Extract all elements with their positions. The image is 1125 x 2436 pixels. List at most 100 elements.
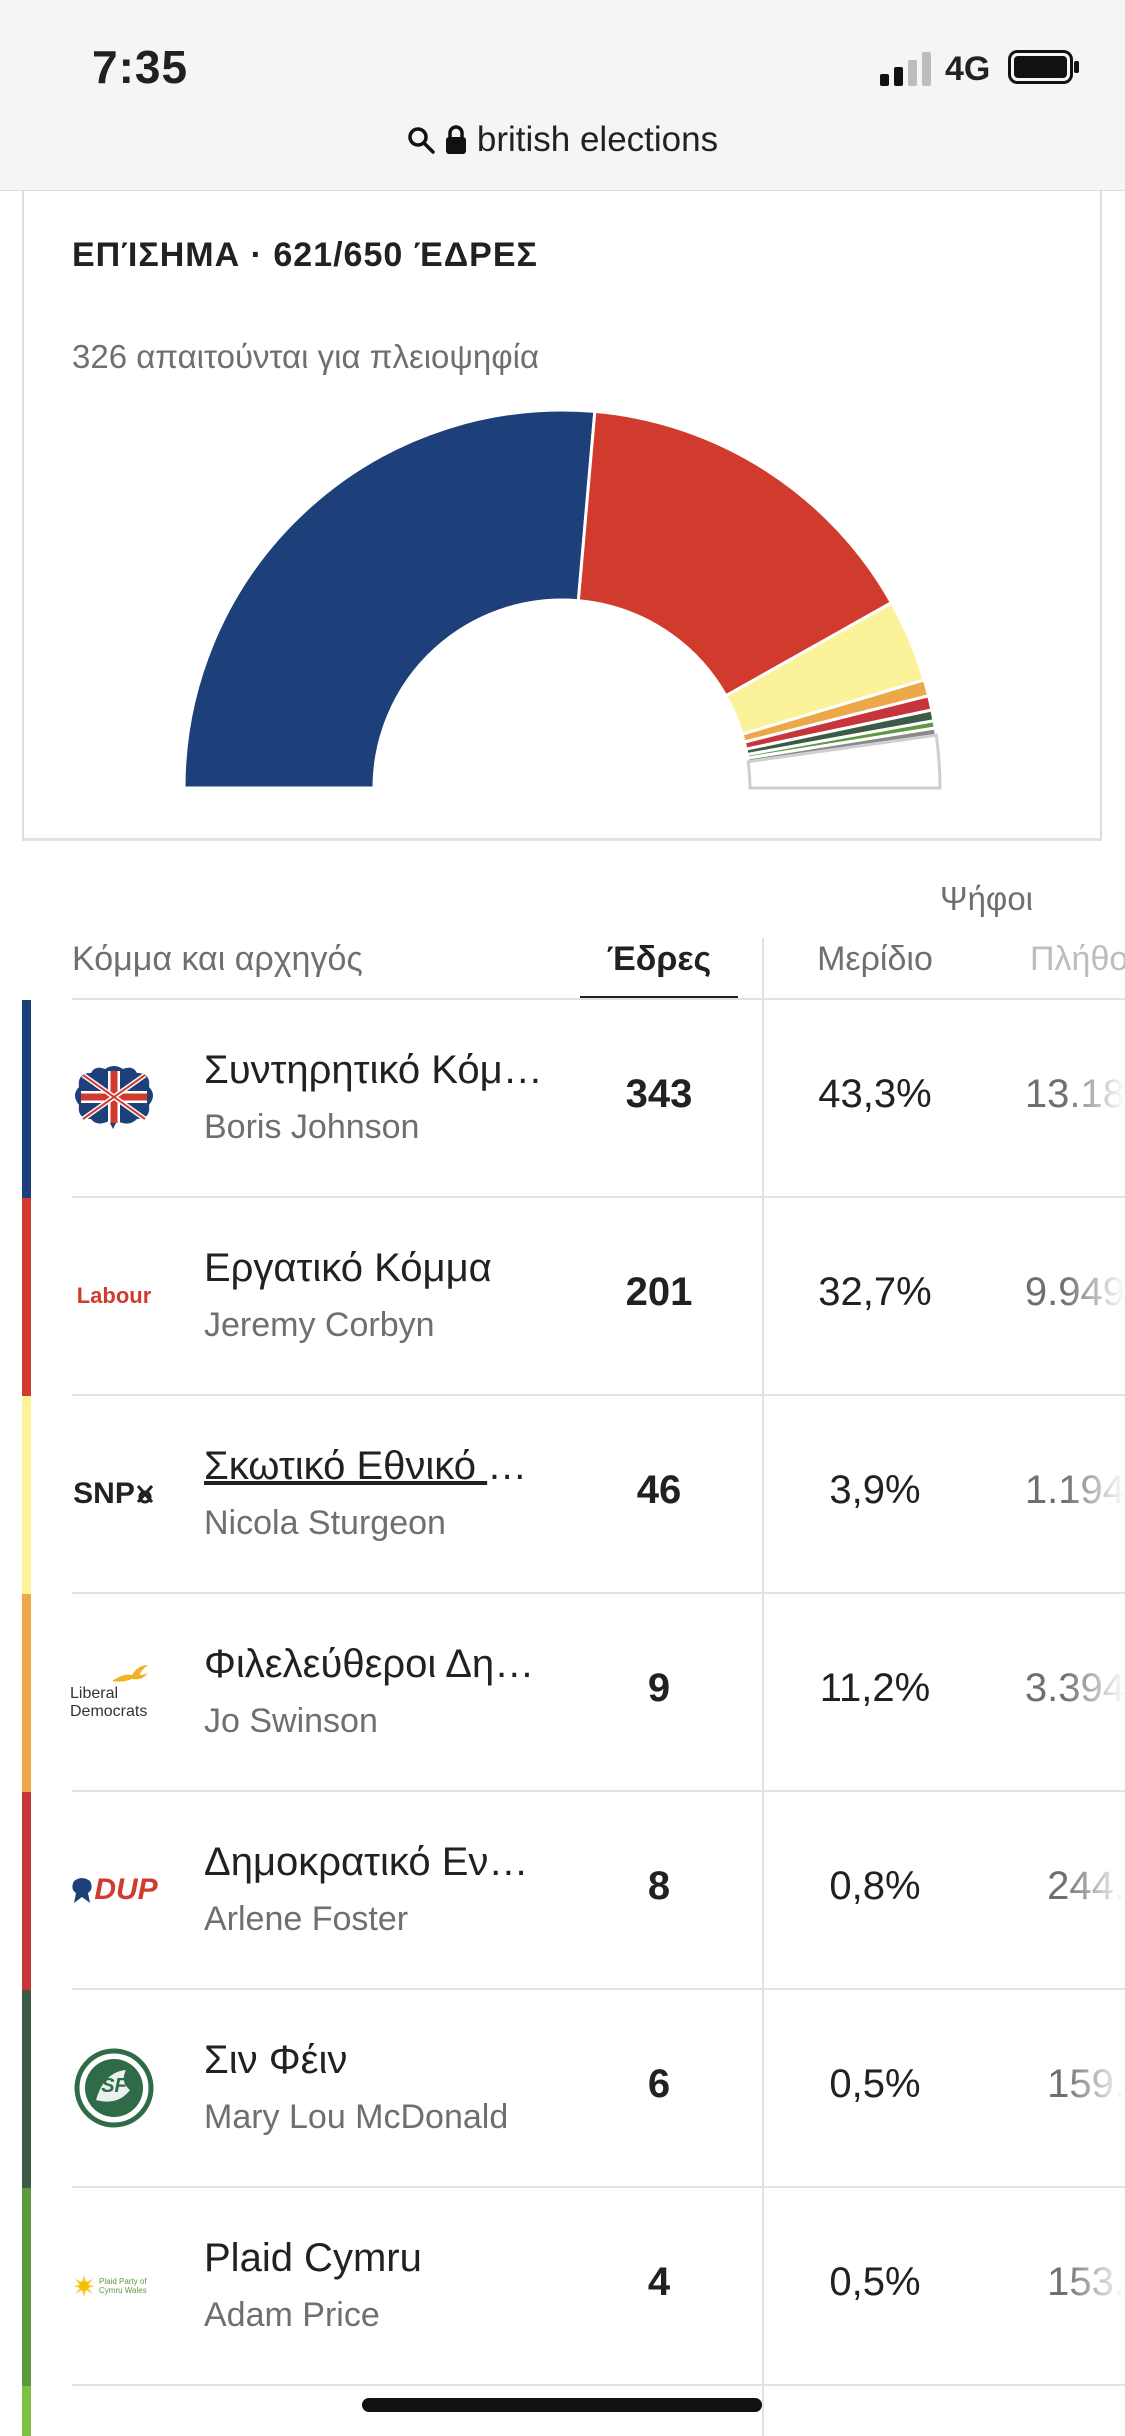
party-name[interactable]: Συντηρητικό Κόμμα [204, 1048, 544, 1092]
hemicycle-segment-1 [576, 409, 894, 698]
snp-logo-icon: SNP [70, 1454, 158, 1534]
party-row-plaid-cymru[interactable]: Plaid Party of Cymru Wales Plaid Cymru A… [0, 2188, 1125, 2386]
party-leader: Adam Price [204, 2296, 380, 2334]
header-divider [72, 998, 1125, 1000]
lion-icon [72, 1878, 92, 1903]
share-value: 3,9% [829, 1468, 921, 1512]
party-leader: Jo Swinson [204, 1702, 378, 1740]
votes-value: 3.394 [1024, 1666, 1125, 1710]
row-divider [72, 1988, 1125, 1990]
bird-icon [112, 1665, 148, 1682]
party-leader: Boris Johnson [204, 1108, 420, 1146]
party-leader: Jeremy Corbyn [204, 1306, 435, 1344]
row-divider [72, 2186, 1125, 2188]
row-divider [72, 1592, 1125, 1594]
column-divider [762, 938, 764, 2436]
url-text: british elections [476, 119, 719, 159]
party-leader: Arlene Foster [204, 1900, 409, 1938]
party-name[interactable]: Σκωτικό Εθνικό Κόμμα [204, 1444, 544, 1488]
libdem-logo-line1: Liberal [70, 1685, 119, 1702]
party-row-dup[interactable]: DUP Δημοκρατικό Ενωτικό Κόμμα Arlene Fos… [0, 1792, 1125, 1990]
party-color-bar [22, 1594, 31, 1792]
votes-value: 1.194 [1024, 1468, 1125, 1512]
column-header-party[interactable]: Κόμμα και αρχηγός [72, 940, 363, 978]
party-name[interactable]: Σιν Φέιν [204, 2038, 348, 2082]
plaid-cymru-logo-text: Plaid Party of Cymru Wales [99, 2277, 147, 2295]
seats-value: 343 [625, 1072, 693, 1116]
conservative-logo-icon [70, 1058, 158, 1138]
sort-indicator [580, 996, 738, 999]
party-name[interactable]: Plaid Cymru [204, 2236, 422, 2280]
share-value: 43,3% [818, 1072, 932, 1116]
votes-group-label: Ψήφοι [940, 880, 1034, 917]
plaid-cymru-logo-icon: Plaid Party of Cymru Wales [70, 2246, 158, 2326]
votes-value: 9.949 [1024, 1270, 1125, 1314]
signal-icon [880, 52, 931, 86]
party-row-labour[interactable]: Labour Εργατικό Κόμμα Jeremy Corbyn 201 … [0, 1198, 1125, 1396]
labour-logo-text: Labour [76, 1283, 152, 1308]
libdem-logo-line2: Democrats [70, 1703, 148, 1720]
snp-logo-text: SNP [73, 1477, 135, 1510]
sinn-fein-logo-icon: SF [70, 2048, 158, 2128]
seats-value: 4 [647, 2260, 671, 2304]
party-color-bar [22, 1198, 31, 1396]
lock-icon [445, 125, 466, 154]
column-header-seats[interactable]: Έδρες [606, 940, 712, 978]
column-header-share[interactable]: Μερίδιο [817, 940, 933, 978]
status-time: 7:35 [92, 41, 189, 93]
hemicycle-segment-0 [182, 408, 597, 790]
network-label: 4G [945, 50, 991, 88]
search-icon [408, 127, 435, 154]
party-color-bar [22, 1396, 31, 1594]
poppy-icon [73, 2275, 95, 2297]
card-title: ΕΠΊΣΗΜΑ · 621/650 ΈΔΡΕΣ [72, 236, 538, 274]
party-name[interactable]: Δημοκρατικό Ενωτικό Κόμμα [204, 1840, 544, 1884]
share-value: 0,5% [829, 2062, 921, 2106]
results-card [22, 190, 1102, 840]
party-row-sinn-fein[interactable]: SF Σιν Φέιν Mary Lou McDonald 6 0,5% 159… [0, 1990, 1125, 2188]
column-header-votes[interactable]: Πλήθος [1030, 940, 1125, 978]
share-value: 11,2% [819, 1666, 931, 1710]
party-name[interactable]: Φιλελεύθεροι Δημοκράτες [204, 1642, 544, 1686]
party-color-bar [22, 1000, 31, 1198]
dup-logo-text: DUP [94, 1873, 158, 1906]
votes-value: 13.18 [1024, 1072, 1125, 1116]
seats-value: 8 [647, 1864, 671, 1908]
share-value: 0,5% [829, 2260, 921, 2304]
party-color-bar [22, 1792, 31, 1990]
url-bar[interactable]: british elections [0, 118, 1125, 160]
row-divider [72, 1790, 1125, 1792]
share-value: 0,8% [829, 1864, 921, 1908]
votes-value: 159. [1047, 2062, 1125, 2106]
row-divider [72, 1196, 1125, 1198]
party-color-bar [22, 1990, 31, 2188]
party-row-snp[interactable]: SNP Σκωτικό Εθνικό Κόμμα Nicola Sturgeon… [0, 1396, 1125, 1594]
votes-value: 244. [1047, 1864, 1125, 1908]
votes-value: 153. [1047, 2260, 1125, 2304]
dup-logo-icon: DUP [70, 1850, 158, 1930]
battery-icon [1008, 50, 1079, 84]
seats-value: 9 [647, 1666, 671, 1710]
party-color-bar [22, 2188, 31, 2386]
party-name[interactable]: Εργατικό Κόμμα [204, 1246, 492, 1290]
hemicycle-chart [182, 408, 942, 790]
sinn-fein-logo-text: SF [101, 2075, 127, 2097]
browser-header: 7:35 4G british elections [0, 0, 1125, 191]
seats-value: 201 [625, 1270, 693, 1314]
party-row-conservative[interactable]: Συντηρητικό Κόμμα Boris Johnson 343 43,3… [0, 1000, 1125, 1198]
row-divider [72, 1394, 1125, 1396]
snp-mark-icon [136, 1485, 153, 1504]
home-indicator [362, 2398, 762, 2412]
row-divider [72, 2384, 1125, 2386]
party-leader: Nicola Sturgeon [204, 1504, 446, 1542]
seats-value: 46 [636, 1468, 682, 1512]
party-row-partial [0, 2386, 1125, 2436]
labour-logo-icon: Labour [70, 1256, 158, 1336]
seats-value: 6 [647, 2062, 671, 2106]
party-leader: Mary Lou McDonald [204, 2098, 509, 2136]
party-color-bar [22, 2386, 31, 2436]
libdem-logo-icon: Liberal Democrats [70, 1652, 158, 1732]
party-row-libdem[interactable]: Liberal Democrats Φιλελεύθεροι Δημοκράτε… [0, 1594, 1125, 1792]
majority-note: 326 απαιτούνται για πλειοψηφία [72, 338, 540, 375]
share-value: 32,7% [818, 1270, 932, 1314]
